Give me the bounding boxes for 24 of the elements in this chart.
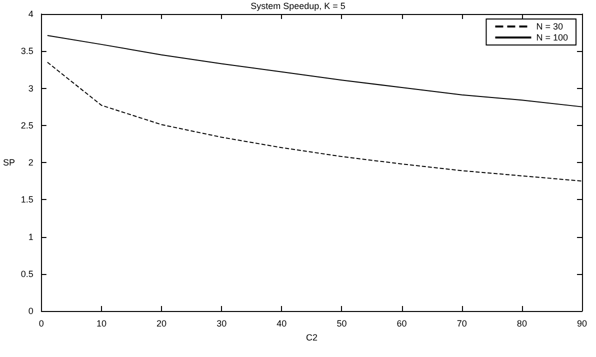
- x-tick-label: 30: [216, 318, 227, 328]
- x-tick-label: 40: [276, 318, 287, 328]
- y-tick-label: 3.5: [20, 46, 34, 56]
- y-tick-label: 0: [28, 306, 34, 316]
- legend-label: N = 30: [536, 22, 564, 32]
- y-tick-label: 1.5: [20, 194, 34, 205]
- y-tick-label: 0.5: [20, 268, 34, 279]
- chart-title: System Speedup, K = 5: [250, 1, 346, 11]
- x-axis-title: C2: [306, 332, 318, 342]
- y-tick-label: 1: [28, 232, 34, 242]
- x-tick-label: 70: [456, 318, 467, 328]
- y-axis-title: SP: [2, 158, 16, 168]
- x-tick-label: 60: [396, 318, 407, 328]
- y-tick-label: 3: [28, 83, 34, 94]
- x-tick-label: 20: [156, 318, 167, 328]
- x-tick-label: 10: [96, 318, 106, 328]
- y-tick-label: 2: [28, 158, 34, 168]
- x-tick-label: 0: [38, 318, 44, 328]
- x-tick-label: 50: [336, 318, 347, 328]
- x-tick-label: 90: [576, 318, 588, 328]
- legend-label: N = 100: [536, 32, 568, 42]
- x-tick-label: 80: [516, 318, 527, 328]
- y-tick-label: 2.5: [20, 120, 34, 130]
- y-tick-label: 4: [28, 9, 34, 19]
